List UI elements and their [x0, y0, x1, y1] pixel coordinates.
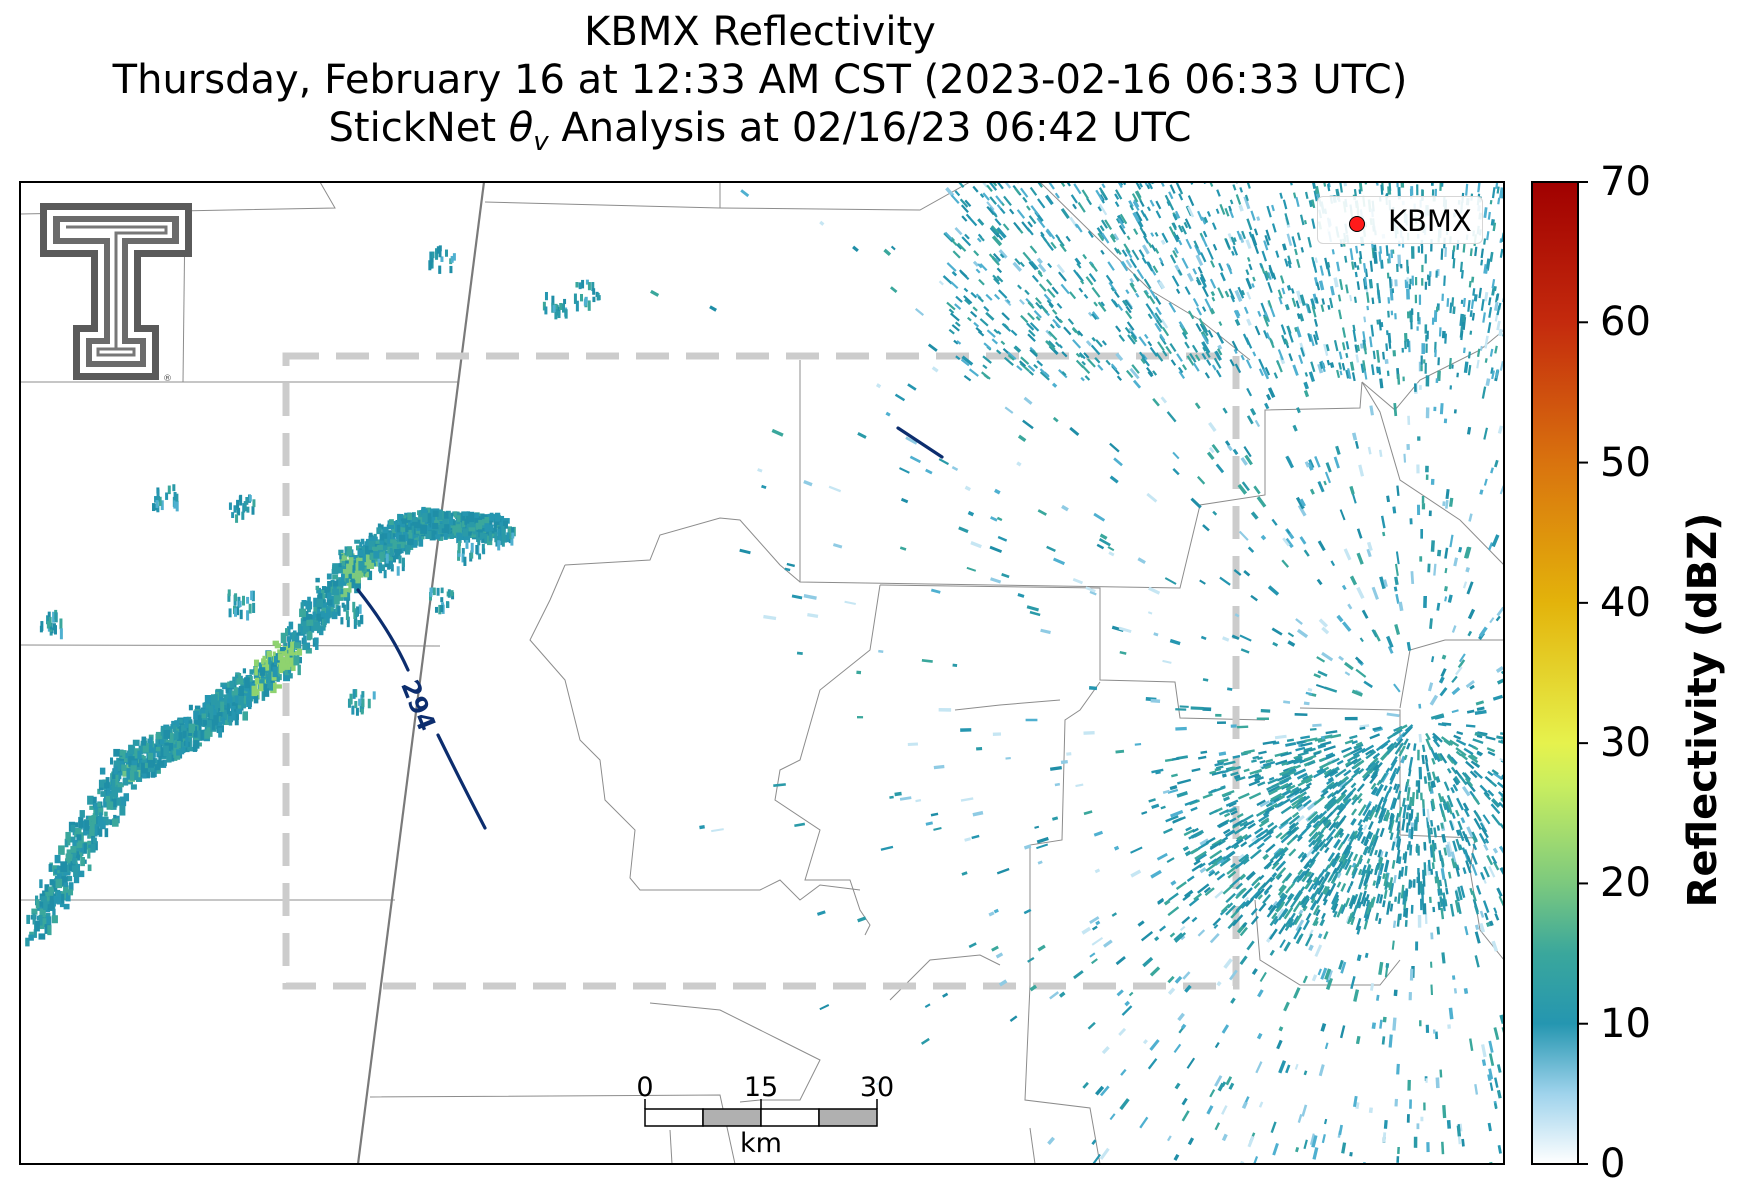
colorbar-tick-label: 30: [1600, 720, 1651, 767]
scale-bar-seg-4: [818, 1108, 878, 1127]
colorbar-tick-label: 10: [1600, 1000, 1651, 1047]
reflectivity-echoes: [25, 182, 1504, 1164]
legend: KBMX: [1317, 196, 1483, 244]
colorbar-tick-label: 50: [1600, 439, 1651, 486]
map-frame: [19, 181, 1505, 1165]
colorbar-tick-label: 40: [1600, 579, 1651, 626]
state-boundary: [356, 182, 486, 1164]
texas-tech-logo-icon: ®: [40, 203, 192, 384]
colorbar-tick-label: 70: [1600, 159, 1651, 205]
colorbar-tick-marks: [1578, 181, 1588, 1165]
scale-bar-tick-15: 15: [743, 1072, 779, 1103]
colorbar-tick-label: 0: [1600, 1141, 1626, 1187]
figure-title: KBMX Reflectivity Thursday, February 16 …: [0, 8, 1520, 166]
title-line-1: KBMX Reflectivity: [584, 9, 936, 55]
analysis-domain-box: [282, 352, 1240, 990]
scale-bar-seg-2: [702, 1108, 762, 1127]
contour-short-segment: [896, 426, 944, 459]
colorbar: [1531, 181, 1579, 1165]
legend-label: KBMX: [1388, 204, 1472, 238]
scale-bar-tick-30: 30: [859, 1072, 895, 1103]
scale-bar-seg-3: [760, 1108, 820, 1127]
title-line-3: StickNet θv Analysis at 02/16/23 06:42 U…: [328, 105, 1192, 157]
colorbar-tick-label: 60: [1600, 299, 1651, 346]
scale-bar: [644, 1099, 878, 1127]
colorbar-tick-label: 20: [1600, 860, 1651, 907]
scale-bar-unit: km: [740, 1128, 782, 1159]
county-boundaries: [20, 182, 1504, 1164]
svg-text:®: ®: [163, 374, 172, 384]
contour-294-lower: [436, 733, 487, 830]
colorbar-label: Reflectivity (dBZ): [1680, 512, 1726, 908]
title-line-2: Thursday, February 16 at 12:33 AM CST (2…: [112, 57, 1408, 103]
scale-bar-seg-1: [644, 1108, 704, 1127]
contour-label-294: 294: [395, 676, 441, 735]
contour-294-upper: [356, 588, 410, 672]
scale-bar-tick-0: 0: [636, 1072, 654, 1103]
legend-marker-icon: [1349, 216, 1365, 232]
